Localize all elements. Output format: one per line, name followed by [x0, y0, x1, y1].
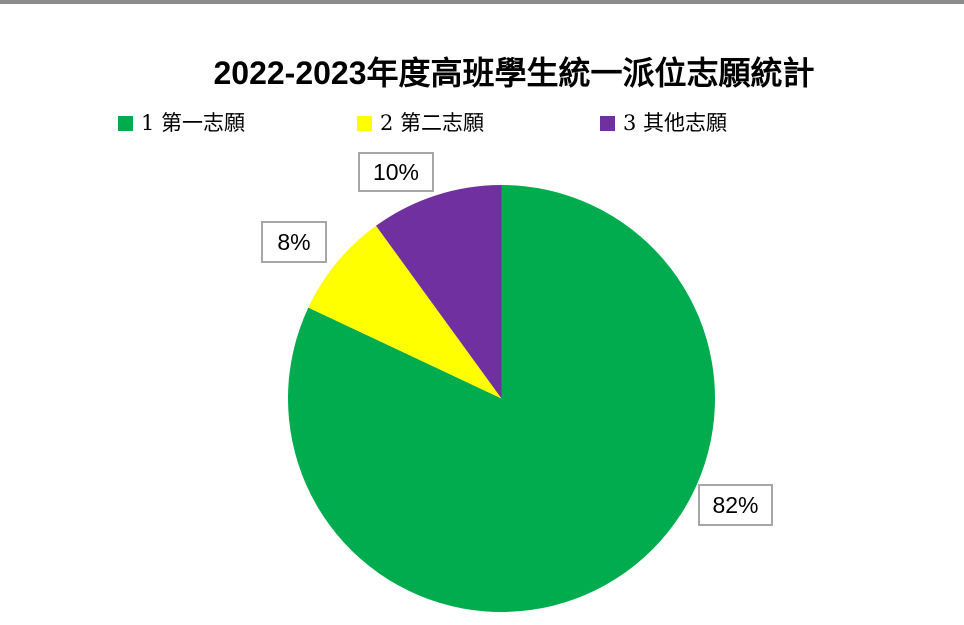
pie-slice-1[interactable]	[288, 185, 715, 612]
data-label-value: 82%	[712, 491, 759, 518]
window-top-edge	[0, 0, 964, 4]
pie-slice-2[interactable]	[308, 225, 502, 399]
chart-title: 2022-2023年度高班學生統一派位志願統計	[213, 55, 815, 91]
legend-swatch-green-icon	[118, 115, 133, 131]
legend-label-second-choice: 2 第二志願	[380, 111, 485, 135]
pie-chart[interactable]	[288, 185, 715, 612]
data-label-second-choice: 8%	[261, 221, 327, 263]
legend-label-first-choice: 1 第一志願	[141, 111, 246, 135]
legend-item-second-choice[interactable]: 2 第二志願	[357, 110, 484, 136]
data-label-first-choice: 82%	[698, 484, 773, 526]
data-label-value: 8%	[277, 228, 311, 255]
data-label-other-choice: 10%	[358, 152, 434, 192]
legend-swatch-yellow-icon	[357, 115, 372, 131]
legend-swatch-purple-icon	[600, 115, 615, 131]
legend-label-other-choice: 3 其他志願	[623, 111, 728, 135]
legend-item-first-choice[interactable]: 1 第一志願	[118, 110, 245, 136]
pie-slice-3[interactable]	[376, 185, 502, 399]
legend-item-other-choice[interactable]: 3 其他志願	[600, 110, 727, 136]
data-label-value: 10%	[372, 158, 420, 185]
